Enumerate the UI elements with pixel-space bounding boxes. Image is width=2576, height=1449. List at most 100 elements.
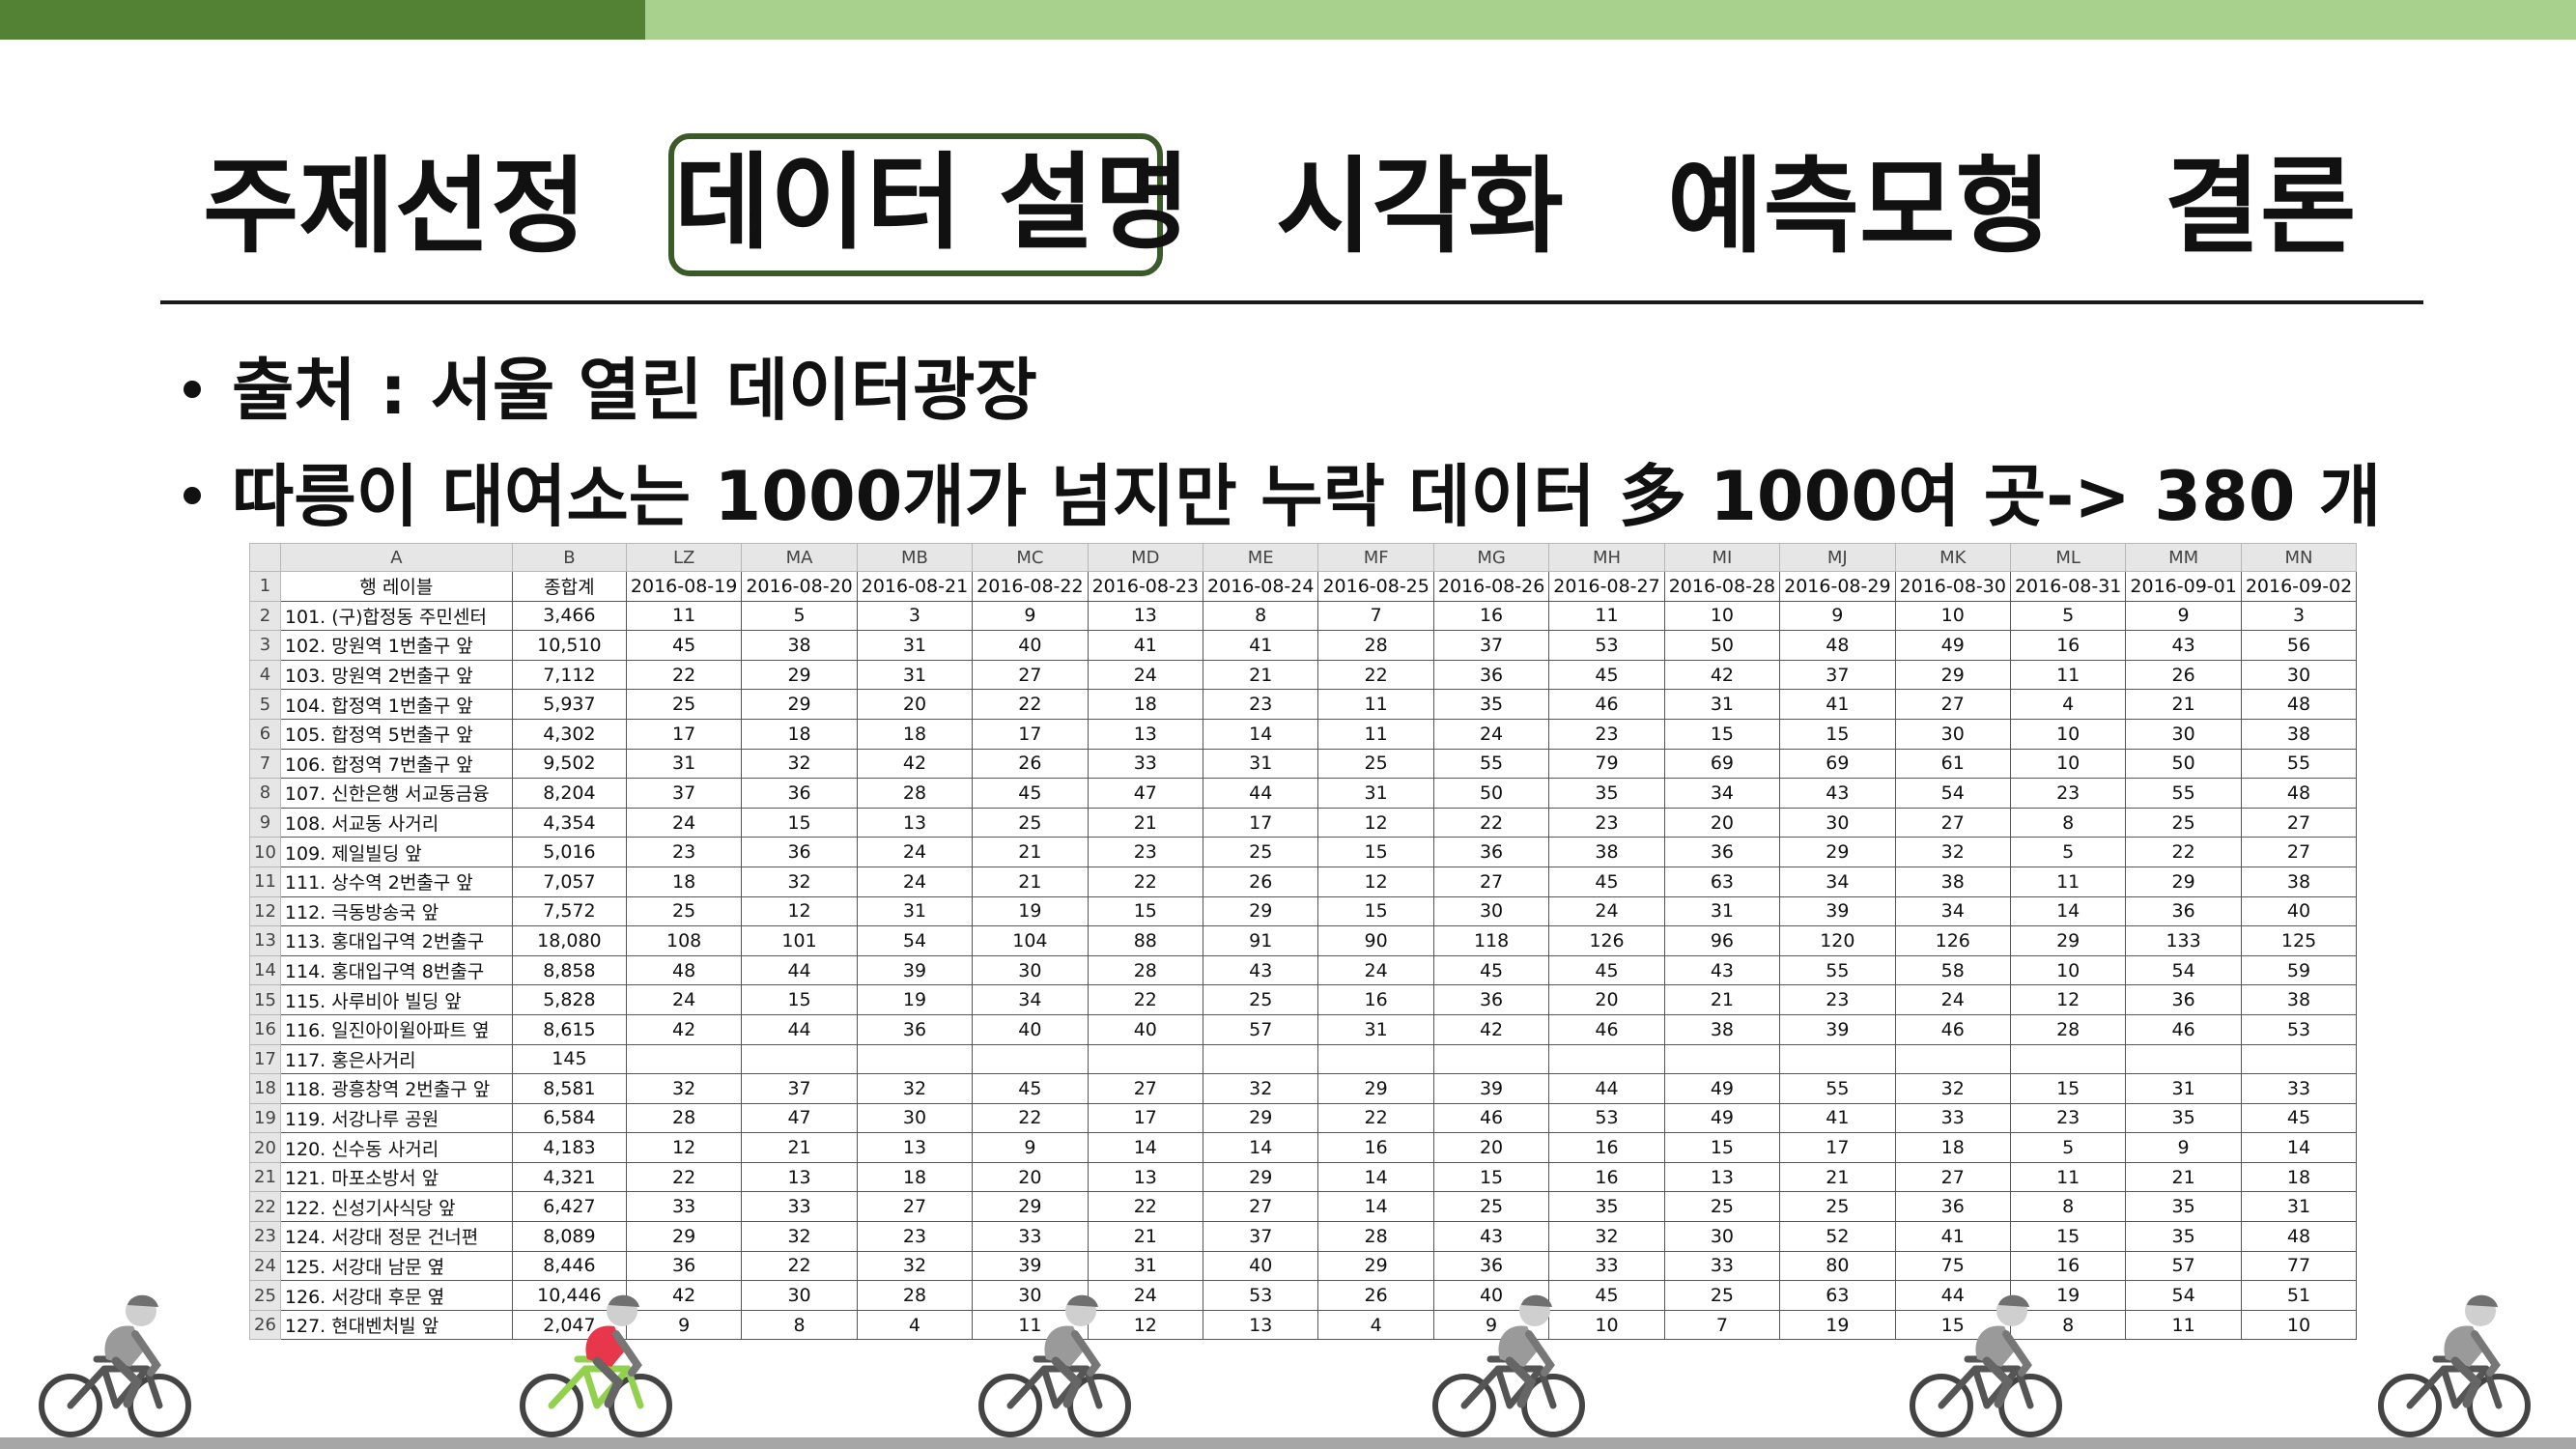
- value-cell[interactable]: 34: [1779, 866, 1896, 897]
- value-cell[interactable]: 22: [1317, 659, 1434, 691]
- value-cell[interactable]: 33: [972, 1221, 1089, 1252]
- value-cell[interactable]: 46: [1548, 1013, 1665, 1045]
- value-cell[interactable]: 23: [2009, 778, 2127, 809]
- value-cell[interactable]: 29: [2125, 866, 2242, 897]
- value-cell[interactable]: 14: [2240, 1132, 2358, 1163]
- value-cell[interactable]: 55: [1432, 748, 1550, 780]
- value-cell[interactable]: 33: [1087, 748, 1204, 780]
- value-cell[interactable]: 10,510: [511, 630, 627, 661]
- value-cell[interactable]: 34: [1663, 778, 1781, 809]
- value-cell[interactable]: 8,581: [511, 1073, 627, 1104]
- value-cell[interactable]: 145: [511, 1043, 627, 1075]
- value-cell[interactable]: 3: [856, 600, 974, 632]
- value-cell[interactable]: 12: [741, 895, 858, 927]
- value-cell[interactable]: 26: [1317, 1280, 1434, 1311]
- value-cell[interactable]: 27: [1087, 1073, 1204, 1104]
- value-cell[interactable]: 15: [2009, 1073, 2127, 1104]
- value-cell[interactable]: 36: [1894, 1191, 2011, 1223]
- station-name-cell[interactable]: 122. 신성기사식당 앞: [279, 1191, 513, 1223]
- value-cell[interactable]: 31: [1663, 895, 1781, 927]
- row-number[interactable]: 1: [249, 571, 281, 602]
- value-cell[interactable]: 52: [1779, 1221, 1896, 1252]
- value-cell[interactable]: 29: [972, 1191, 1089, 1223]
- value-cell[interactable]: 22: [1087, 866, 1204, 897]
- station-name-cell[interactable]: 102. 망원역 1번출구 앞: [279, 630, 513, 661]
- value-cell[interactable]: 35: [1548, 1191, 1665, 1223]
- value-cell[interactable]: 49: [1663, 1102, 1781, 1134]
- value-cell[interactable]: 22: [741, 1250, 858, 1282]
- value-cell[interactable]: 25: [972, 807, 1089, 838]
- value-cell[interactable]: 18: [856, 718, 974, 750]
- row-number[interactable]: 21: [249, 1161, 281, 1193]
- value-cell[interactable]: 35: [1548, 778, 1665, 809]
- value-cell[interactable]: 28: [625, 1102, 743, 1134]
- value-cell[interactable]: 28: [1317, 630, 1434, 661]
- station-name-cell[interactable]: 101. (구)합정동 주민센터: [279, 600, 513, 632]
- value-cell[interactable]: 108: [625, 925, 743, 956]
- value-cell[interactable]: 4: [1317, 1309, 1434, 1341]
- value-cell[interactable]: 25: [2125, 807, 2242, 838]
- value-cell[interactable]: 45: [1548, 954, 1665, 986]
- value-cell[interactable]: 45: [972, 1073, 1089, 1104]
- value-cell[interactable]: [2125, 1043, 2242, 1075]
- value-cell[interactable]: 29: [2009, 925, 2127, 956]
- value-cell[interactable]: 39: [1779, 895, 1896, 927]
- value-cell[interactable]: 45: [1548, 659, 1665, 691]
- value-cell[interactable]: 48: [2240, 778, 2358, 809]
- value-cell[interactable]: 54: [2125, 1280, 2242, 1311]
- value-cell[interactable]: 12: [1317, 866, 1434, 897]
- value-cell[interactable]: 41: [1203, 630, 1319, 661]
- value-cell[interactable]: 24: [625, 984, 743, 1015]
- nav-prediction-model[interactable]: 예측모형: [1667, 147, 2052, 268]
- value-cell[interactable]: 23: [856, 1221, 974, 1252]
- value-cell[interactable]: 53: [1548, 630, 1665, 661]
- value-cell[interactable]: 20: [856, 689, 974, 720]
- row-number[interactable]: 18: [249, 1073, 281, 1104]
- value-cell[interactable]: 17: [1779, 1132, 1896, 1163]
- value-cell[interactable]: 19: [1779, 1309, 1896, 1341]
- value-cell[interactable]: 53: [1548, 1102, 1665, 1134]
- value-cell[interactable]: 69: [1779, 748, 1896, 780]
- value-cell[interactable]: 8: [2009, 1191, 2127, 1223]
- value-cell[interactable]: 25: [1779, 1191, 1896, 1223]
- value-cell[interactable]: 13: [856, 1132, 974, 1163]
- value-cell[interactable]: 21: [972, 866, 1089, 897]
- value-cell[interactable]: 49: [1663, 1073, 1781, 1104]
- station-name-cell[interactable]: 107. 신한은행 서교동금융: [279, 778, 513, 809]
- value-cell[interactable]: 88: [1087, 925, 1204, 956]
- value-cell[interactable]: 23: [1548, 718, 1665, 750]
- value-cell[interactable]: 44: [1548, 1073, 1665, 1104]
- value-cell[interactable]: 4: [2009, 689, 2127, 720]
- value-cell[interactable]: 19: [972, 895, 1089, 927]
- value-cell[interactable]: 24: [625, 807, 743, 838]
- value-cell[interactable]: 53: [2240, 1013, 2358, 1045]
- nav-data-description[interactable]: 데이터 설명: [668, 133, 1190, 276]
- value-cell[interactable]: 5: [741, 600, 858, 632]
- value-cell[interactable]: 38: [1548, 837, 1665, 867]
- value-cell[interactable]: 31: [1317, 1013, 1434, 1045]
- value-cell[interactable]: 8: [1203, 600, 1319, 632]
- value-cell[interactable]: 18: [1087, 689, 1204, 720]
- value-cell[interactable]: 8,446: [511, 1250, 627, 1282]
- value-cell[interactable]: 6,427: [511, 1191, 627, 1223]
- value-cell[interactable]: 9: [1779, 600, 1896, 632]
- value-cell[interactable]: 28: [1317, 1221, 1434, 1252]
- value-cell[interactable]: 75: [1894, 1250, 2011, 1282]
- value-cell[interactable]: 31: [625, 748, 743, 780]
- value-cell[interactable]: 40: [1203, 1250, 1319, 1282]
- value-cell[interactable]: 43: [1663, 954, 1781, 986]
- value-cell[interactable]: 30: [1894, 718, 2011, 750]
- value-cell[interactable]: 29: [1317, 1073, 1434, 1104]
- value-cell[interactable]: 25: [1432, 1191, 1550, 1223]
- column-letter-header[interactable]: ML: [2009, 543, 2127, 572]
- value-cell[interactable]: 39: [856, 954, 974, 986]
- value-cell[interactable]: 23: [625, 837, 743, 867]
- value-cell[interactable]: 27: [1432, 866, 1550, 897]
- value-cell[interactable]: 30: [2240, 659, 2358, 691]
- row-number[interactable]: 17: [249, 1043, 281, 1075]
- value-cell[interactable]: 23: [1779, 984, 1896, 1015]
- value-cell[interactable]: 5: [2009, 837, 2127, 867]
- row-number[interactable]: 22: [249, 1191, 281, 1223]
- value-cell[interactable]: 30: [1779, 807, 1896, 838]
- value-cell[interactable]: 15: [2009, 1221, 2127, 1252]
